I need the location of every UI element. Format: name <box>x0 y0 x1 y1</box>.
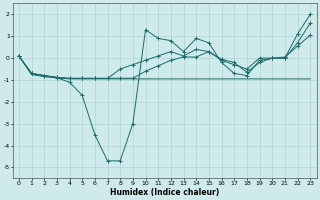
X-axis label: Humidex (Indice chaleur): Humidex (Indice chaleur) <box>110 188 219 197</box>
